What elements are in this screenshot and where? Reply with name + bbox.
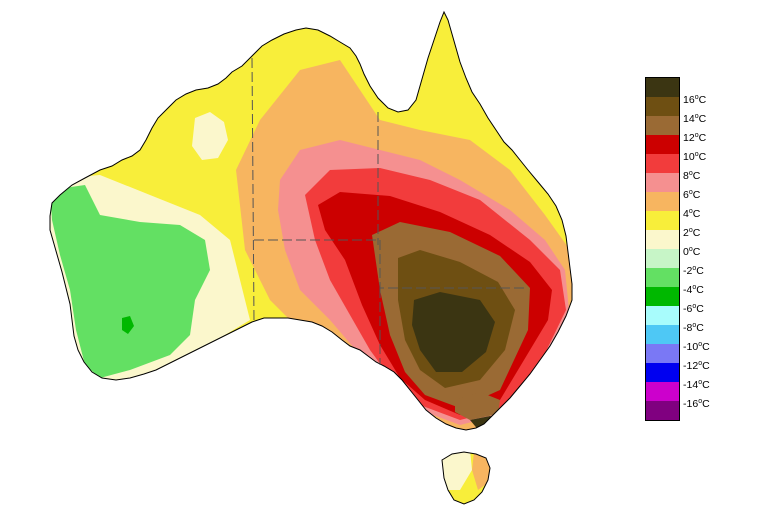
band-12C-southeast-pocket xyxy=(455,392,500,420)
band-16C xyxy=(412,292,495,372)
legend-swatch xyxy=(646,135,679,154)
band-minus2C-west xyxy=(50,185,210,378)
legend-swatch xyxy=(646,325,679,344)
state-borders xyxy=(251,57,528,365)
legend-tick-label: -14oC xyxy=(683,379,710,391)
legend-tick-label: 14oC xyxy=(683,113,707,125)
legend-swatch xyxy=(646,97,679,116)
legend-tick-label: -6oC xyxy=(683,303,704,315)
legend-swatch xyxy=(646,78,679,97)
legend-swatch xyxy=(646,268,679,287)
band-minus4C-spot xyxy=(122,316,134,334)
legend-tick-label: 4oC xyxy=(683,208,701,220)
legend-tick-label: 10oC xyxy=(683,151,707,163)
legend-tick-label: -12oC xyxy=(683,360,710,372)
legend-swatch xyxy=(646,116,679,135)
legend-swatch xyxy=(646,382,679,401)
legend-swatch xyxy=(646,230,679,249)
legend-swatches xyxy=(645,77,680,421)
legend-tick-label: -4oC xyxy=(683,284,704,296)
legend-tick-label: 12oC xyxy=(683,132,707,144)
legend-tick-label: 2oC xyxy=(683,227,701,239)
tas-band-0C xyxy=(440,450,472,490)
legend-tick-label: 16oC xyxy=(683,94,707,106)
temperature-bands xyxy=(50,12,572,504)
legend-swatch xyxy=(646,401,679,420)
legend-tick-label: -10oC xyxy=(683,341,710,353)
legend-tick-label: -16oC xyxy=(683,398,710,410)
wa-border xyxy=(251,57,255,323)
band-0C-north xyxy=(192,112,228,160)
legend-swatch xyxy=(646,363,679,382)
legend-swatch xyxy=(646,249,679,268)
legend-tick-label: 6oC xyxy=(683,189,701,201)
legend-tick-label: -2oC xyxy=(683,265,704,277)
legend-tick-label: 8oC xyxy=(683,170,701,182)
legend-swatch xyxy=(646,306,679,325)
legend-swatch xyxy=(646,192,679,211)
australia-temperature-anomaly-map xyxy=(49,11,573,505)
legend-tick-label: -8oC xyxy=(683,322,704,334)
legend-swatch xyxy=(646,287,679,306)
legend-swatch xyxy=(646,211,679,230)
legend-swatch xyxy=(646,154,679,173)
legend-tick-label: 0oC xyxy=(683,246,701,258)
legend-swatch xyxy=(646,173,679,192)
legend-swatch xyxy=(646,344,679,363)
